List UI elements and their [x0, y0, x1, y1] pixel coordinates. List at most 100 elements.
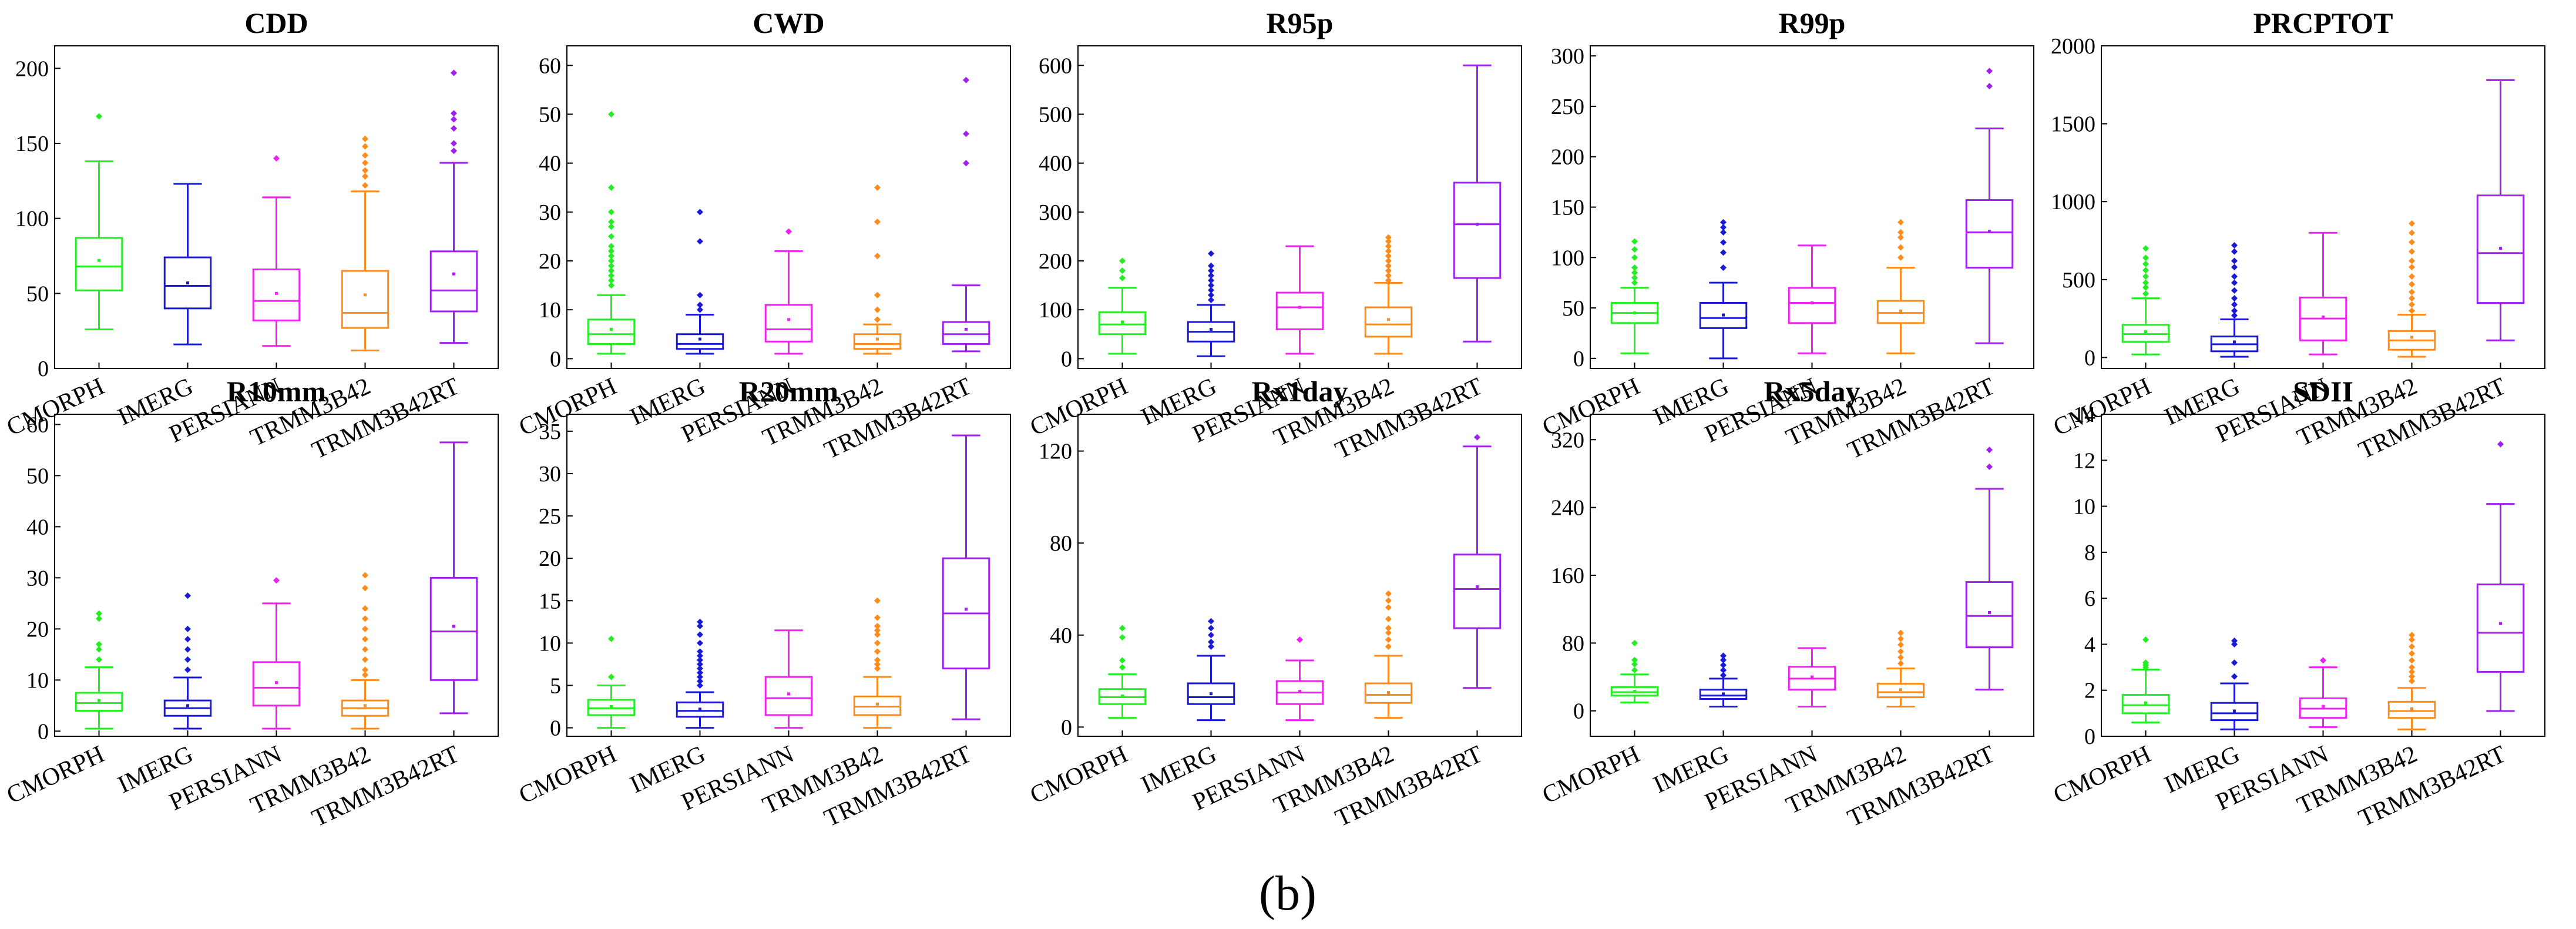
panel-title: R10mm [227, 375, 326, 408]
outlier-point [1631, 639, 1638, 646]
outlier-point [1119, 634, 1126, 641]
outlier-point [1897, 635, 1904, 642]
outlier-point [1631, 656, 1638, 663]
outlier-point [2231, 248, 2238, 255]
outlier-point [362, 173, 368, 180]
y-tick-label: 60 [539, 53, 561, 78]
y-tick-label: 20 [539, 249, 561, 274]
mean-marker [787, 318, 790, 321]
y-tick-label: 10 [26, 668, 49, 693]
outlier-point [2231, 287, 2238, 294]
outlier-point [608, 262, 614, 269]
x-category-label: TRMM3B42RT [820, 373, 976, 464]
outlier-point [874, 631, 881, 638]
outlier-point [362, 625, 368, 632]
mean-marker [1988, 611, 1991, 614]
outlier-point [2231, 257, 2238, 264]
outlier-point [697, 301, 703, 308]
mean-marker [1988, 230, 1991, 233]
mean-marker [2499, 622, 2502, 625]
outlier-point [2409, 281, 2415, 288]
iqr-box [1364, 306, 1413, 338]
y-tick-label: 2000 [2051, 34, 2095, 59]
mean-marker [2322, 705, 2325, 708]
box-cmorph: CMORPH [1026, 625, 1147, 809]
y-tick-label: 10 [539, 298, 561, 323]
y-tick-label: 500 [2062, 268, 2095, 293]
outlier-point [362, 182, 368, 189]
outlier-point [96, 610, 102, 617]
outlier-point [1385, 247, 1392, 254]
y-tick-label: 4 [2084, 632, 2095, 657]
outlier-point [697, 631, 703, 638]
y-tick-label: 30 [539, 200, 561, 225]
y-tick-label: 40 [539, 152, 561, 176]
outlier-point [1986, 463, 1993, 470]
outlier-point [1897, 244, 1904, 251]
mean-marker [452, 625, 455, 628]
y-tick-label: 0 [2084, 346, 2095, 370]
outlier-point [273, 577, 280, 584]
x-category-label: CMORPH [1539, 740, 1644, 809]
plot-frame [1590, 45, 2034, 369]
mean-marker [364, 704, 367, 707]
outlier-point [608, 218, 614, 225]
x-category-label: CMORPH [3, 740, 109, 809]
outlier-point [2142, 273, 2149, 280]
mean-marker [1210, 327, 1213, 331]
outlier-point [1897, 254, 1904, 261]
box-imerg: IMERG [1650, 219, 1748, 431]
panel-title: R20mm [739, 375, 838, 408]
x-category-label: TRMM3B42RT [1331, 740, 1487, 832]
outlier-point [1385, 277, 1392, 284]
outlier-point [2231, 264, 2238, 271]
outlier-point [362, 605, 368, 612]
outlier-point [2231, 659, 2238, 666]
outlier-point [2409, 273, 2415, 280]
y-tick-label: 30 [539, 462, 561, 487]
x-category-label: TRMM3B42RT [308, 373, 464, 464]
box-cmorph: CMORPH [3, 113, 123, 441]
outlier-point [697, 660, 703, 668]
outlier-point [697, 648, 703, 655]
outlier-point [1208, 272, 1214, 279]
outlier-point [1631, 254, 1638, 261]
iqr-box [942, 321, 990, 345]
iqr-box [1364, 682, 1413, 704]
mean-marker [787, 692, 790, 696]
outlier-point [697, 618, 703, 625]
mean-marker [1811, 675, 1813, 679]
outlier-point [697, 669, 703, 676]
y-tick-label: 12 [2073, 448, 2095, 473]
y-tick-label: 200 [1551, 145, 1584, 170]
outlier-point [1208, 282, 1214, 289]
outlier-point [608, 184, 614, 191]
outlier-point [2409, 229, 2415, 236]
iqr-box [2476, 583, 2525, 673]
y-tick-label: 120 [1039, 440, 1072, 464]
outlier-point [2231, 301, 2238, 308]
iqr-box [676, 333, 724, 350]
outlier-point [874, 639, 881, 646]
outlier-point [362, 646, 368, 653]
y-tick-label: 150 [15, 132, 49, 156]
y-tick-label: 50 [1562, 296, 1584, 321]
mean-marker [2144, 330, 2147, 334]
outlier-point [2142, 659, 2149, 666]
outlier-point [1385, 267, 1392, 274]
outlier-point [362, 152, 368, 159]
outlier-point [2497, 441, 2504, 448]
outlier-point [2142, 267, 2149, 274]
outlier-point [1297, 636, 1303, 643]
mean-marker [2233, 340, 2236, 344]
y-tick-label: 200 [15, 56, 49, 81]
box-imerg: IMERG [114, 592, 212, 799]
outlier-point [1720, 667, 1727, 674]
mean-marker [1722, 313, 1725, 317]
y-tick-label: 300 [1551, 44, 1584, 69]
outlier-point [608, 277, 614, 284]
figure-caption: (b) [1259, 866, 1316, 921]
mean-marker [1722, 692, 1725, 696]
x-category-label: CMORPH [2050, 740, 2155, 809]
outlier-point [1385, 262, 1392, 269]
